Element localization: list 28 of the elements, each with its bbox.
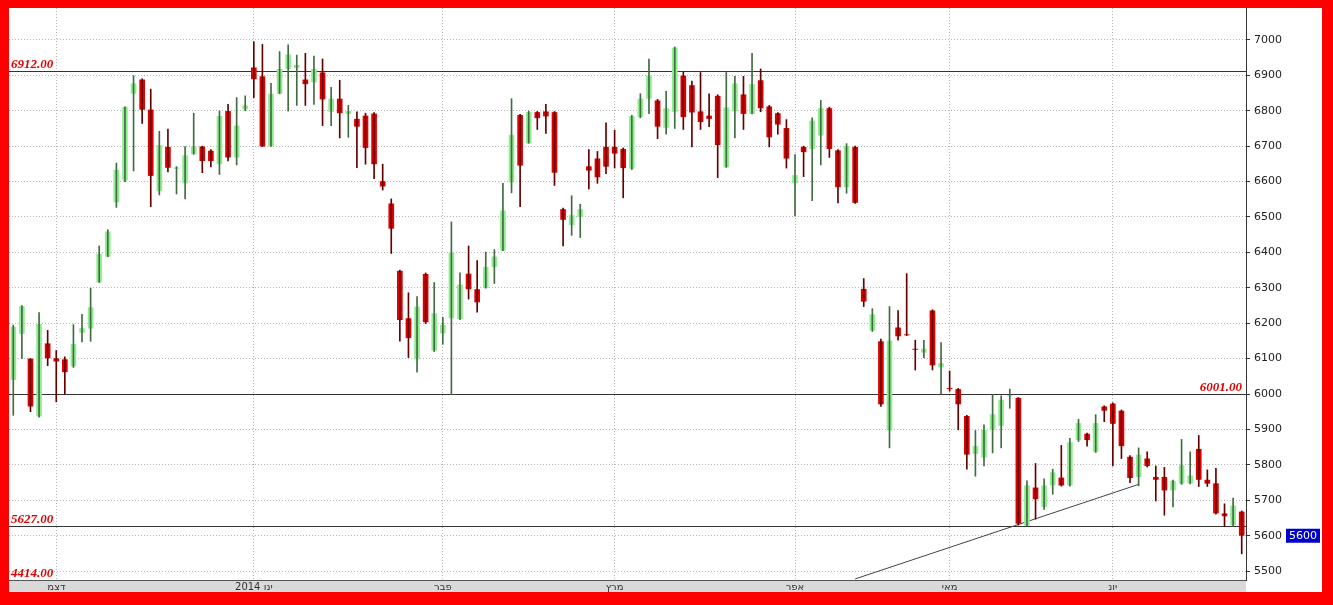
x-tick-label: דצמ — [47, 580, 66, 592]
y-tick-label: 6700 — [1254, 138, 1282, 152]
ref-line-label: 6912.00 — [11, 56, 54, 72]
y-tick-label: 5600 — [1254, 528, 1282, 542]
x-tick-label: פבר — [433, 580, 452, 592]
y-tick-label: 5800 — [1254, 457, 1282, 471]
y-tick-label: 5900 — [1254, 422, 1282, 436]
y-tick-label: 6200 — [1254, 316, 1282, 330]
x-tick-label: מרץ — [605, 580, 624, 592]
x-tick-label: יונ — [1108, 580, 1118, 592]
y-tick-label: 5700 — [1254, 493, 1282, 507]
y-tick-label: 5500 — [1254, 564, 1282, 577]
x-tick-label: אפר — [785, 580, 805, 592]
text: 5600 — [1289, 529, 1317, 543]
y-tick-label: 6900 — [1254, 68, 1282, 82]
ref-line-label: 5627.00 — [11, 511, 54, 527]
y-tick-label: 6000 — [1254, 386, 1282, 400]
ref-line-label: 6001.00 — [1199, 378, 1243, 394]
x-tick-label: 2014 ינו — [235, 580, 273, 592]
y-tick-label: 6400 — [1254, 245, 1282, 259]
y-tick-label: 6300 — [1254, 280, 1282, 294]
y-tick-label: 6100 — [1254, 351, 1282, 365]
annotation: 4414.00 — [10, 565, 54, 580]
y-tick-label: 6800 — [1254, 103, 1282, 117]
y-tick-label: 6500 — [1254, 209, 1282, 223]
x-tick-label: מאי — [941, 580, 958, 592]
y-tick-label: 6600 — [1254, 174, 1282, 188]
y-tick-label: 7000 — [1254, 32, 1282, 46]
